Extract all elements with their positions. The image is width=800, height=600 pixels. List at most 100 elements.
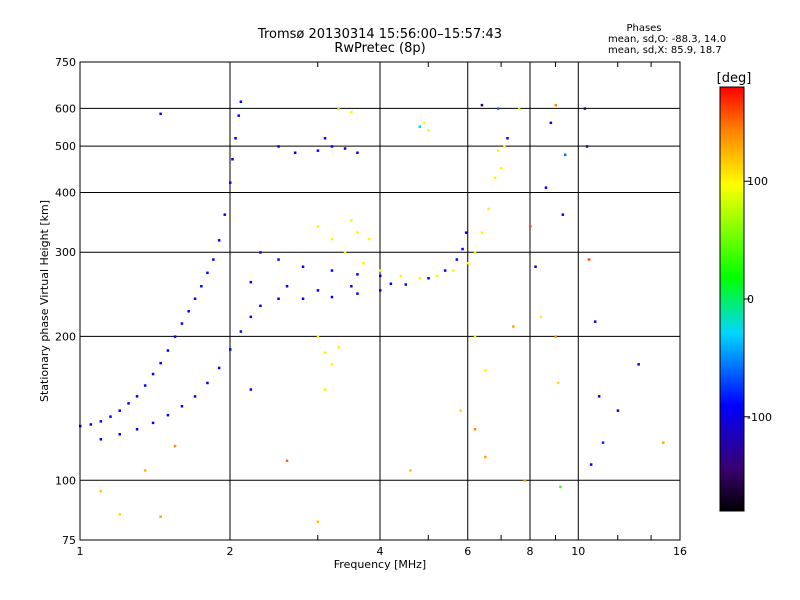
echo-point: [637, 363, 640, 366]
echo-point: [409, 469, 412, 472]
echo-point: [259, 304, 262, 308]
echo-point: [323, 388, 327, 391]
colorbar-label: [deg]: [717, 71, 752, 86]
echo-point: [166, 413, 170, 417]
echo-point: [418, 125, 421, 128]
echo-point: [563, 153, 567, 157]
echo-point: [187, 310, 190, 313]
echo-point: [418, 277, 421, 280]
echo-point: [356, 273, 359, 276]
echo-point: [473, 428, 477, 431]
echo-point: [404, 283, 407, 286]
echo-point: [249, 280, 253, 284]
echo-point: [379, 289, 382, 292]
echo-point: [330, 237, 334, 241]
echo-point: [597, 395, 601, 398]
echo-point: [249, 388, 253, 391]
echo-point: [356, 292, 359, 295]
echo-point: [517, 107, 521, 110]
echo-point: [523, 479, 526, 482]
echo-point: [159, 112, 162, 116]
echo-point: [561, 213, 565, 216]
echo-point: [539, 315, 543, 319]
echo-point: [159, 361, 162, 365]
echo-point: [497, 107, 500, 110]
echo-point: [200, 285, 203, 288]
echo-point: [616, 409, 620, 412]
echo-point: [109, 415, 112, 418]
y-tick-label: 400: [55, 186, 76, 199]
echo-point: [427, 277, 430, 280]
echo-point: [330, 363, 334, 366]
x-tick-label: 2: [227, 545, 234, 558]
echo-point: [466, 261, 470, 265]
echo-point: [337, 346, 340, 349]
echo-point: [461, 247, 464, 251]
echo-point: [497, 149, 500, 152]
echo-point: [323, 351, 327, 355]
echo-point: [587, 258, 591, 261]
y-axis: 75 100 200 300 400 500 600 750: [55, 56, 76, 547]
colorbar-tick-label: 100: [747, 175, 768, 188]
echo-point: [493, 176, 497, 179]
echo-point: [362, 261, 365, 265]
echo-point: [99, 438, 103, 441]
echo-point: [173, 444, 177, 448]
x-tick-label: 8: [527, 545, 534, 558]
echo-point: [343, 251, 347, 254]
echo-point: [337, 107, 340, 110]
echo-point: [293, 151, 297, 154]
y-tick-label: 600: [55, 102, 76, 115]
echo-point: [99, 489, 103, 493]
echo-point: [239, 100, 243, 103]
echo-point: [330, 295, 334, 299]
colorbar: [719, 86, 745, 512]
echo-point: [389, 282, 393, 285]
echo-point: [223, 213, 226, 216]
echo-point: [589, 463, 593, 466]
echo-point: [554, 103, 557, 107]
echo-point: [118, 433, 121, 436]
echo-point: [159, 515, 162, 518]
plot-area: [80, 62, 680, 540]
echo-point: [193, 297, 197, 300]
y-tick-label: 100: [55, 474, 76, 487]
echo-point: [316, 225, 320, 228]
echo-point: [330, 269, 334, 272]
echo-point: [301, 297, 305, 300]
echo-point: [277, 258, 280, 261]
echo-point: [484, 455, 487, 459]
stats-heading: Phases: [626, 23, 661, 34]
echo-point: [480, 231, 484, 234]
echo-point: [459, 409, 462, 412]
echo-point: [435, 274, 439, 278]
echo-point: [316, 289, 320, 292]
x-tick-label: 4: [377, 545, 384, 558]
echo-point: [379, 274, 382, 278]
echo-point: [583, 107, 587, 110]
echo-point: [427, 129, 430, 132]
echo-point: [89, 423, 93, 426]
echo-point: [350, 219, 353, 222]
echo-point: [234, 137, 237, 140]
echo-point: [662, 441, 665, 444]
echo-point: [127, 402, 130, 405]
echo-point: [301, 265, 305, 268]
echo-point: [350, 110, 353, 114]
echo-point: [473, 335, 477, 338]
echo-point: [180, 405, 184, 408]
echo-point: [549, 121, 553, 125]
echo-point: [343, 147, 347, 150]
x-axis-label: Frequency [MHz]: [334, 558, 426, 571]
y-tick-label: 300: [55, 246, 76, 259]
echo-point: [585, 145, 589, 148]
echo-point: [166, 349, 170, 352]
echo-point: [206, 381, 209, 385]
echo-point: [135, 428, 139, 431]
echo-point: [193, 395, 197, 398]
echo-point: [135, 395, 139, 398]
echo-point: [118, 409, 121, 412]
echo-point: [350, 285, 353, 288]
y-tick-label: 750: [55, 56, 76, 69]
